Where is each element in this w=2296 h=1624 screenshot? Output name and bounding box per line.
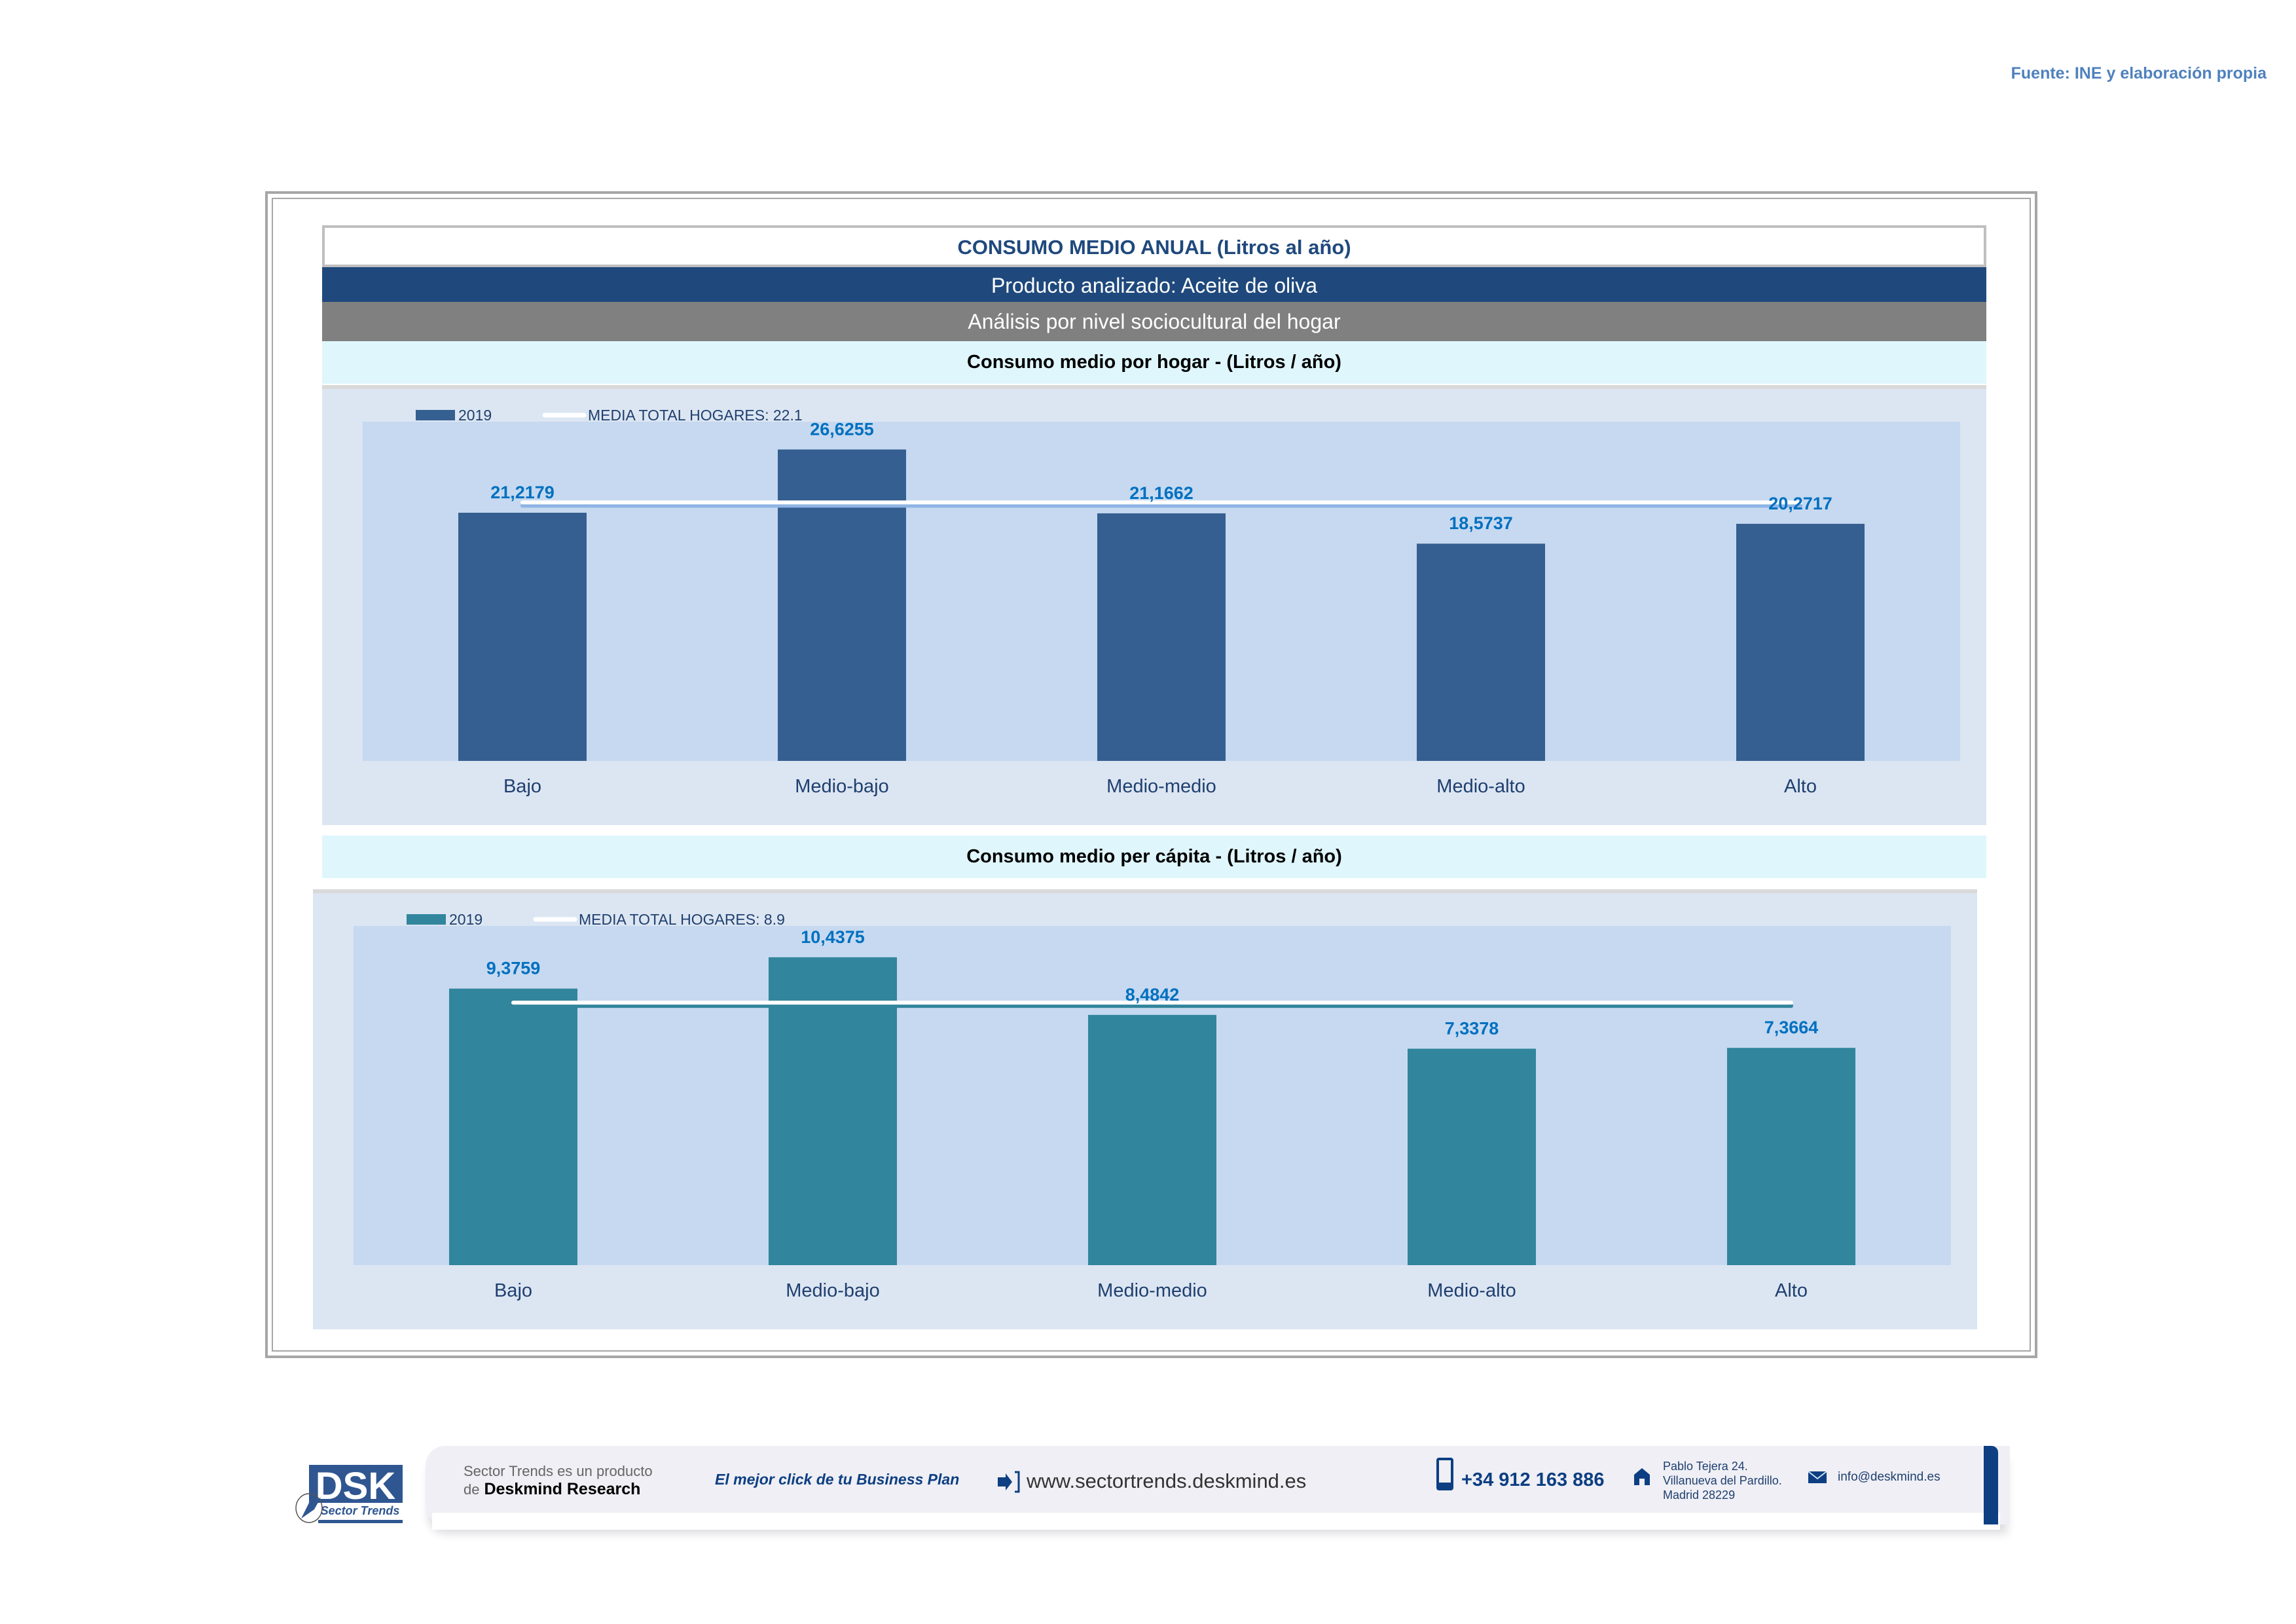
chart-household: 2019 MEDIA TOTAL HOGARES: 22.1 21,2179 Bajo… [322,385,1986,825]
legend-label-2019: 2019 [449,911,483,928]
legend-label-mean: MEDIA TOTAL HOGARES: 8.9 [579,911,785,928]
address-line-2: Villanueva del Pardillo. [1663,1474,1782,1487]
value-label: 8,4842 [1125,985,1180,1005]
analysis-banner: Análisis por nivel sociocultural del hog… [322,302,1986,341]
legend-swatch-2019 [416,410,455,420]
mail-icon [1808,1471,1827,1483]
chart-svg: 2019 MEDIA TOTAL HOGARES: 22.1 21,2179 Bajo… [363,407,1960,797]
value-label: 26,6255 [810,419,874,439]
logo-text: DSK [316,1465,396,1507]
bar-medio-alto [1417,544,1545,761]
category-label: Medio-bajo [795,776,888,797]
category-label: Medio-bajo [786,1280,879,1301]
footer-product-line: Sector Trends es un producto [464,1463,653,1479]
category-label: Medio-medio [1106,776,1216,797]
home-icon [1634,1468,1650,1485]
value-label: 10,4375 [801,927,865,947]
category-label: Medio-alto [1427,1280,1516,1301]
footer-underline [432,1513,2000,1530]
value-label: 7,3378 [1445,1018,1499,1038]
product-banner: Producto analizado: Aceite de oliva [322,265,1986,302]
value-label: 20,2717 [1768,494,1832,513]
report-frame [265,191,2037,1358]
legend: 2019 MEDIA TOTAL HOGARES: 8.9 [407,911,785,928]
value-label: 18,5737 [1449,513,1513,533]
chart-percapita: 2019 MEDIA TOTAL HOGARES: 8.9 9,3759 Bajo 10… [313,889,1977,1329]
chart-title-percapita: Consumo medio per cápita - (Litros / año… [322,836,1986,878]
footer-phone[interactable]: +34 912 163 886 [1461,1469,1605,1490]
legend-swatch-2019 [407,914,446,925]
category-label: Medio-alto [1436,776,1525,797]
value-label: 21,1662 [1129,483,1194,503]
footer-website-link[interactable]: www.sectortrends.deskmind.es [1027,1469,1307,1492]
footer-address: Pablo Tejera 24. Villanueva del Pardillo… [1663,1459,1782,1502]
bar-medio-bajo [769,957,897,1265]
category-label: Bajo [494,1280,532,1301]
category-label: Bajo [503,776,541,797]
footer-slogan: El mejor click de tu Business Plan [715,1471,960,1488]
chart-title-household: Consumo medio por hogar - (Litros / año) [322,341,1986,384]
source-note: Fuente: INE y elaboración propia [2011,64,2267,83]
footer-company-line: de Deskmind Research [464,1480,640,1499]
chart-svg: 2019 MEDIA TOTAL HOGARES: 8.9 9,3759 Bajo 10… [354,911,1951,1301]
legend-label-2019: 2019 [458,407,492,424]
footer-email[interactable]: info@deskmind.es [1838,1470,1941,1484]
bar-bajo [458,513,587,761]
logo-subtext: Sector Trends [321,1504,400,1517]
address-line-3: Madrid 28229 [1663,1488,1736,1502]
bar-medio-medio [1088,1014,1216,1265]
legend-label-mean: MEDIA TOTAL HOGARES: 22.1 [588,407,803,424]
dsk-logo: DSK Sector Trends [295,1464,403,1524]
value-label: 21,2179 [490,483,555,502]
web-arrow-icon [998,1471,1020,1493]
bar-bajo [449,988,577,1265]
bar-medio-medio [1097,513,1226,761]
footer-banner [426,1446,2010,1524]
footer-company: Deskmind Research [484,1480,641,1498]
category-label: Alto [1775,1280,1808,1301]
phone-icon [1436,1458,1453,1490]
bar-alto [1727,1048,1855,1265]
footer-accent-bar [1984,1446,1998,1524]
bar-alto [1736,523,1865,761]
value-label: 7,3664 [1764,1018,1819,1037]
category-label: Medio-medio [1097,1280,1207,1301]
footer-de: de [464,1481,480,1498]
address-line-1: Pablo Tejera 24. [1663,1460,1748,1473]
bar-medio-bajo [778,449,906,761]
report-title: CONSUMO MEDIO ANUAL (Litros al año) [322,225,1986,265]
category-label: Alto [1784,776,1817,797]
value-label: 9,3759 [486,959,541,978]
bar-medio-alto [1408,1048,1536,1265]
legend: 2019 MEDIA TOTAL HOGARES: 22.1 [416,407,803,424]
